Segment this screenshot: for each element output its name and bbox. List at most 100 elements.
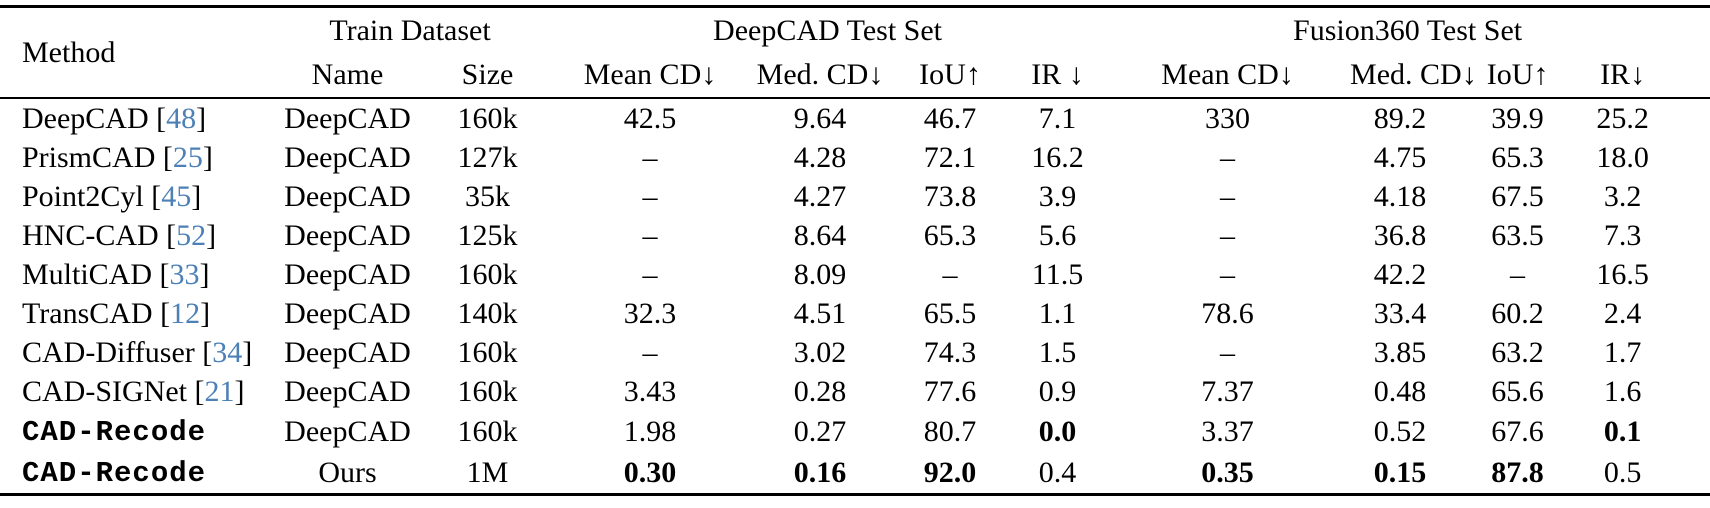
citation-bracket: [ — [148, 101, 167, 135]
cell-ir-deepcad: 3.9 — [1038, 179, 1077, 213]
cell-train-size: 160k — [457, 101, 518, 135]
method-name: CAD-SIGNet — [22, 374, 187, 408]
cell-iou-fusion360: 60.2 — [1491, 296, 1544, 330]
sub-header-med-cd-fusion360: Med. CD↓ — [1350, 53, 1477, 99]
cell-med-cd-deepcad: 0.27 — [793, 414, 847, 448]
cell-train-name: DeepCAD — [284, 414, 411, 448]
table-header: Method Train Dataset DeepCAD Test Set Fu… — [0, 6, 1710, 99]
cell-mean-cd-deepcad: – — [642, 179, 658, 213]
cell-train-size: 1M — [466, 455, 509, 489]
method-name: CAD-Diffuser — [22, 335, 195, 369]
citation-bracket: [ — [187, 374, 205, 408]
cell-train-size: 160k — [457, 257, 518, 291]
cell-iou-deepcad: 73.8 — [923, 179, 977, 213]
cell-med-cd-deepcad: 8.64 — [793, 218, 847, 252]
citation-bracket: ] — [191, 179, 202, 213]
cell-ir-fusion360: 2.4 — [1603, 296, 1642, 330]
cell-train-name: DeepCAD — [284, 335, 411, 369]
cell-ir-fusion360: 18.0 — [1596, 140, 1649, 174]
cell-med-cd-fusion360: 0.15 — [1373, 455, 1427, 489]
citation-bracket: ] — [234, 374, 245, 408]
cell-ir-deepcad: 1.5 — [1038, 335, 1077, 369]
cell-method: CAD-SIGNet [21] — [0, 372, 270, 411]
cell-ir-deepcad: 0.0 — [1038, 414, 1077, 448]
cell-train-size: 160k — [457, 374, 518, 408]
cell-med-cd-fusion360: 0.48 — [1373, 374, 1427, 408]
cell-iou-deepcad: 72.1 — [923, 140, 977, 174]
cell-med-cd-fusion360: 3.85 — [1373, 335, 1427, 369]
cell-train-name: DeepCAD — [284, 257, 411, 291]
citation-link[interactable]: 25 — [172, 140, 203, 174]
cell-mean-cd-deepcad: – — [642, 257, 658, 291]
citation-link[interactable]: 48 — [166, 101, 197, 135]
cell-method: MultiCAD [33] — [0, 255, 270, 294]
citation-bracket: ] — [202, 140, 213, 174]
cell-mean-cd-fusion360: 330 — [1205, 101, 1251, 135]
cell-mean-cd-fusion360: – — [1220, 335, 1236, 369]
cell-method: TransCAD [12] — [0, 294, 270, 333]
cell-mean-cd-deepcad: – — [642, 335, 658, 369]
cell-ir-deepcad: 0.9 — [1038, 374, 1077, 408]
cell-med-cd-fusion360: 42.2 — [1373, 257, 1427, 291]
cell-mean-cd-deepcad: 1.98 — [623, 414, 677, 448]
cell-iou-fusion360: – — [1510, 257, 1526, 291]
sub-header-ir-deepcad: IR ↓ — [1010, 53, 1106, 99]
citation-link[interactable]: 33 — [169, 257, 200, 291]
cell-med-cd-deepcad: 4.51 — [793, 296, 847, 330]
cell-mean-cd-fusion360: 0.35 — [1201, 455, 1254, 489]
cell-iou-fusion360: 65.6 — [1491, 374, 1544, 408]
cell-iou-fusion360: 87.8 — [1491, 455, 1544, 489]
cell-mean-cd-fusion360: 78.6 — [1201, 296, 1254, 330]
cell-train-size: 140k — [457, 296, 518, 330]
cell-train-size: 160k — [457, 335, 518, 369]
cell-med-cd-fusion360: 4.18 — [1373, 179, 1427, 213]
cell-med-cd-deepcad: 3.02 — [793, 335, 847, 369]
citation-link[interactable]: 45 — [161, 179, 192, 213]
cell-ir-fusion360: 1.7 — [1603, 335, 1642, 369]
cell-method: PrismCAD [25] — [0, 138, 270, 177]
method-name: DeepCAD — [22, 101, 149, 135]
table-row: CAD-Recode Ours 1M 0.30 0.16 92.0 0.4 0.35 0.15 8… — [0, 452, 1710, 495]
sub-header-train-name: Name — [270, 53, 425, 99]
cell-mean-cd-deepcad: 3.43 — [623, 374, 677, 408]
cell-med-cd-deepcad: 4.28 — [793, 140, 847, 174]
col-group-train-dataset: Train Dataset — [329, 13, 491, 47]
citation-bracket: ] — [242, 335, 253, 369]
citation-bracket: ] — [200, 296, 211, 330]
table-row: CAD-Diffuser [34] DeepCAD 160k – 3.02 74.3 1.5… — [0, 333, 1710, 372]
col-group-deepcad-test-set: DeepCAD Test Set — [713, 13, 943, 47]
method-name: TransCAD — [22, 296, 153, 330]
cell-ir-deepcad: 1.1 — [1038, 296, 1077, 330]
citation-link[interactable]: 12 — [170, 296, 201, 330]
cell-iou-deepcad: – — [942, 257, 958, 291]
cell-mean-cd-deepcad: – — [642, 140, 658, 174]
method-name: HNC-CAD — [22, 218, 159, 252]
sub-header-train-size: Size — [425, 53, 550, 99]
citation-link[interactable]: 52 — [176, 218, 207, 252]
table-row: TransCAD [12] DeepCAD 140k 32.3 4.51 65.5 1.1 7… — [0, 294, 1710, 333]
citation-link[interactable]: 21 — [204, 374, 235, 408]
citation-bracket: [ — [152, 257, 170, 291]
cell-ir-deepcad: 0.4 — [1038, 455, 1077, 489]
sub-header-mean-cd-deepcad: Mean CD↓ — [550, 53, 750, 99]
table-row: CAD-Recode DeepCAD 160k 1.98 0.27 80.7 0.0 3.37… — [0, 411, 1710, 452]
cell-train-size: 35k — [465, 179, 510, 213]
cell-iou-deepcad: 46.7 — [923, 101, 977, 135]
cell-mean-cd-fusion360: 7.37 — [1201, 374, 1254, 408]
table-row: HNC-CAD [52] DeepCAD 125k – 8.64 65.3 5.6 – 36.8… — [0, 216, 1710, 255]
table-row: CAD-SIGNet [21] DeepCAD 160k 3.43 0.28 77.6 0.… — [0, 372, 1710, 411]
citation-bracket: [ — [152, 296, 171, 330]
cell-iou-fusion360: 65.3 — [1491, 140, 1544, 174]
cell-train-name: DeepCAD — [284, 374, 411, 408]
cell-mean-cd-deepcad: – — [642, 218, 658, 252]
cell-iou-fusion360: 67.5 — [1491, 179, 1544, 213]
cell-iou-deepcad: 65.3 — [923, 218, 977, 252]
cell-mean-cd-fusion360: 3.37 — [1201, 414, 1254, 448]
table-body: DeepCAD [48] DeepCAD 160k 42.5 9.64 46.7 7.1 33… — [0, 98, 1710, 495]
cell-ir-deepcad: 16.2 — [1031, 140, 1084, 174]
citation-link[interactable]: 34 — [212, 335, 243, 369]
citation-bracket: [ — [143, 179, 162, 213]
method-name: CAD-Recode — [22, 457, 207, 490]
citation-bracket: [ — [158, 218, 177, 252]
header-sub-row: Name Size Mean CD↓ Med. CD↓ IoU↑ IR ↓ Me… — [0, 53, 1710, 99]
